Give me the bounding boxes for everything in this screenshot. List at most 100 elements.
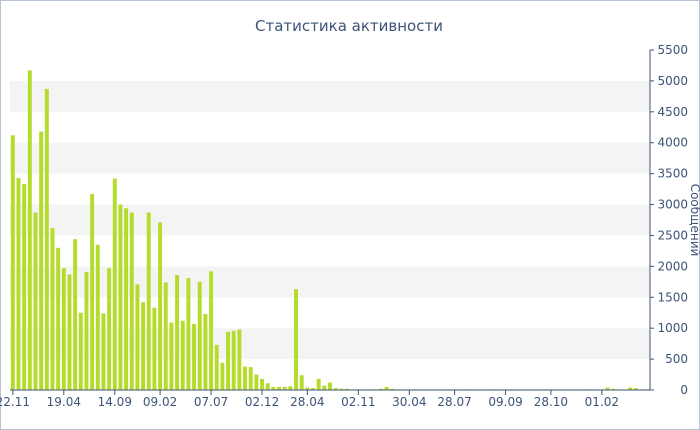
y-tick-label: 3000 [657,198,688,212]
bar[interactable] [33,212,38,390]
x-tick-label: 19.04 [47,395,81,409]
grid-bands [10,80,650,360]
bar[interactable] [67,274,72,390]
x-tick-label: 09.09 [488,395,522,409]
x-tick-label: 28.10 [534,395,568,409]
bar[interactable] [95,244,100,390]
bar[interactable] [39,131,44,390]
bar[interactable] [27,70,32,391]
bar[interactable] [78,312,83,390]
y-axis-ticks: 0 500 1000 1500 2000 2500 3000 3500 4000 4500 5000… [650,43,688,397]
y-tick-label: 4500 [657,105,688,119]
bar[interactable] [107,268,112,390]
bars [10,70,650,391]
bar[interactable] [158,222,163,390]
bar[interactable] [282,386,287,390]
bar[interactable] [220,362,225,390]
bar[interactable] [203,313,208,390]
y-tick-label: 2000 [657,259,688,273]
x-tick-label: 28.07 [437,395,471,409]
y-tick-label: 5000 [657,74,688,88]
bar[interactable] [209,271,214,390]
grid-band [10,142,650,174]
bar[interactable] [169,322,174,390]
y-axis-label: Сообщений [688,184,700,257]
y-tick-label: 2500 [657,228,688,242]
bar[interactable] [118,204,123,390]
x-tick-label: 28.04 [290,395,324,409]
bar[interactable] [390,388,395,390]
grid-band [10,266,650,298]
bar[interactable] [328,382,332,390]
bar[interactable] [605,387,610,390]
bar[interactable] [73,239,78,390]
bar[interactable] [271,386,276,390]
bar[interactable] [135,284,140,390]
bar[interactable] [248,367,253,390]
bar[interactable] [611,388,616,390]
bar[interactable] [192,323,197,390]
bar[interactable] [44,88,49,390]
y-tick-label: 1500 [657,290,688,304]
x-tick-label: 02.12 [245,395,279,409]
x-tick-label: 07.07 [194,395,228,409]
chart-title: Статистика активности [255,17,443,35]
bar[interactable] [316,378,321,390]
x-tick-label: 22.11 [0,395,30,409]
bar[interactable] [197,281,202,390]
y-tick-label: 0 [680,383,688,397]
bar[interactable] [112,178,117,390]
grid-band [10,80,650,112]
bar[interactable] [265,383,270,390]
bar[interactable] [339,388,344,390]
bar[interactable] [243,366,248,390]
grid-band [10,204,650,236]
x-tick-label: 09.02 [143,395,177,409]
y-tick-label: 500 [665,352,688,366]
bar[interactable] [345,388,349,390]
bar[interactable] [384,386,389,390]
grid-band [10,328,650,360]
bar[interactable] [180,320,185,390]
bar[interactable] [146,212,151,390]
bar[interactable] [305,387,310,390]
bar[interactable] [214,344,219,390]
bar[interactable] [175,275,180,390]
bar[interactable] [231,330,236,390]
bar[interactable] [322,385,327,390]
bar[interactable] [311,388,315,390]
bar[interactable] [22,184,27,390]
bar[interactable] [163,282,168,390]
bar[interactable] [56,247,61,390]
x-tick-label: 14.09 [98,395,132,409]
bar[interactable] [633,388,638,390]
bar[interactable] [124,208,129,390]
bar[interactable] [299,375,304,390]
bar[interactable] [288,386,293,390]
bar[interactable] [237,329,242,390]
bar[interactable] [277,386,281,390]
y-tick-label: 3500 [657,167,688,181]
bar[interactable] [226,331,231,390]
bar[interactable] [61,268,66,390]
bar[interactable] [50,228,55,390]
bar[interactable] [141,302,146,390]
bar[interactable] [152,307,157,390]
bar[interactable] [628,387,633,390]
bar[interactable] [90,194,95,390]
bar[interactable] [294,289,298,390]
bar[interactable] [260,378,265,390]
bar[interactable] [84,271,89,390]
bar[interactable] [186,278,191,390]
bar[interactable] [16,177,21,390]
bar[interactable] [254,374,259,390]
y-tick-label: 4000 [657,136,688,150]
bar[interactable] [10,135,15,390]
bar[interactable] [378,388,383,390]
bar[interactable] [333,388,338,390]
x-tick-label: 02.11 [341,395,375,409]
bar[interactable] [129,212,134,390]
x-axis-ticks: 22.11 19.04 14.09 09.02 07.07 02.12 28.04 02.11… [0,390,619,409]
bar[interactable] [101,313,106,390]
